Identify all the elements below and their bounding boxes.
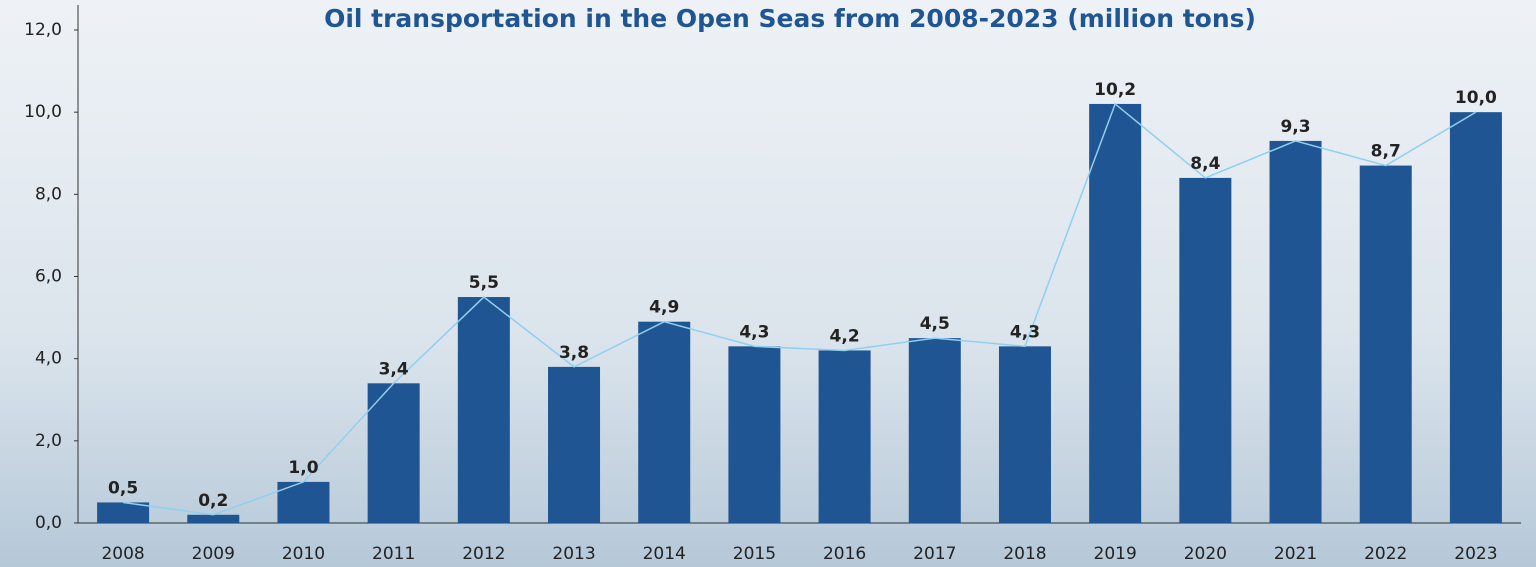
value-label: 10,2 xyxy=(1094,80,1136,100)
y-tick-label: 12,0 xyxy=(24,20,62,40)
x-tick-label: 2013 xyxy=(552,544,595,564)
x-tick-label: 2012 xyxy=(462,544,505,564)
y-tick-label: 0,0 xyxy=(35,513,62,533)
bar xyxy=(1179,177,1232,523)
value-label: 0,2 xyxy=(198,491,228,511)
value-label: 5,5 xyxy=(469,273,499,293)
bar xyxy=(1269,140,1322,524)
bar xyxy=(908,338,961,523)
bar xyxy=(1449,112,1502,524)
value-label: 4,3 xyxy=(1010,322,1040,342)
value-label: 4,5 xyxy=(920,314,950,334)
y-tick-label: 2,0 xyxy=(35,431,62,451)
x-tick-label: 2021 xyxy=(1274,544,1317,564)
value-label: 4,2 xyxy=(830,326,860,346)
bar xyxy=(1359,165,1412,523)
value-label: 3,4 xyxy=(379,359,409,379)
x-tick-label: 2018 xyxy=(1003,544,1046,564)
y-tick-label: 4,0 xyxy=(35,349,62,369)
value-label: 1,0 xyxy=(288,458,318,478)
x-tick-label: 2011 xyxy=(372,544,415,564)
bar xyxy=(367,383,420,523)
bar xyxy=(548,366,601,523)
y-tick-label: 8,0 xyxy=(35,184,62,204)
bar xyxy=(728,346,781,523)
value-label: 8,4 xyxy=(1190,154,1220,174)
value-label: 0,5 xyxy=(108,478,138,498)
bar xyxy=(187,514,240,523)
value-label: 3,8 xyxy=(559,343,589,363)
value-label: 4,3 xyxy=(739,322,769,342)
x-tick-label: 2014 xyxy=(643,544,686,564)
bar xyxy=(998,346,1051,523)
value-label: 9,3 xyxy=(1280,117,1310,137)
x-tick-label: 2010 xyxy=(282,544,325,564)
x-tick-label: 2017 xyxy=(913,544,956,564)
x-tick-label: 2023 xyxy=(1454,544,1497,564)
bar xyxy=(818,350,871,523)
bar xyxy=(1089,103,1142,523)
x-tick-label: 2022 xyxy=(1364,544,1407,564)
value-label: 4,9 xyxy=(649,298,679,318)
x-tick-label: 2016 xyxy=(823,544,866,564)
bar xyxy=(97,502,150,523)
chart-title: Oil transportation in the Open Seas from… xyxy=(324,4,1256,33)
x-tick-label: 2015 xyxy=(733,544,776,564)
x-tick-label: 2008 xyxy=(101,544,144,564)
y-tick-label: 10,0 xyxy=(24,102,62,122)
x-tick-label: 2009 xyxy=(192,544,235,564)
bar xyxy=(638,321,691,523)
value-label: 8,7 xyxy=(1371,142,1401,162)
value-label: 10,0 xyxy=(1455,88,1497,108)
trend-line xyxy=(122,102,1477,516)
bar xyxy=(457,297,510,523)
x-tick-label: 2019 xyxy=(1094,544,1137,564)
y-tick-label: 6,0 xyxy=(35,267,62,287)
x-tick-label: 2020 xyxy=(1184,544,1227,564)
